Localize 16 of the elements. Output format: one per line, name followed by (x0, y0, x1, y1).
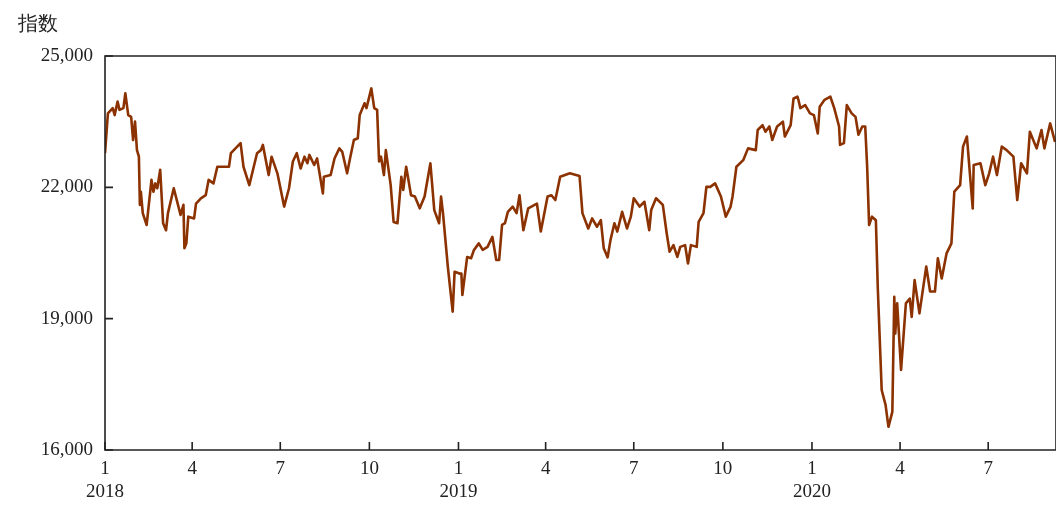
x-tick-label: 1 2020 (792, 457, 831, 502)
x-tick-label: 10 (359, 457, 379, 479)
y-tick-label: 16,000 (40, 437, 93, 459)
x-tick-label: 1 2019 (439, 457, 478, 502)
x-tick-label: 1 2018 (86, 457, 124, 502)
y-tick-label: 25,000 (40, 43, 93, 65)
x-tick-label: 4 (895, 457, 906, 479)
x-tick-label: 4 (187, 457, 198, 479)
x-tick-label: 7 (629, 457, 639, 479)
y-axis-title: 指数 (18, 11, 58, 36)
x-tick-label: 4 (540, 457, 551, 479)
x-tick-label: 7 (275, 457, 286, 479)
x-tick-label: 7 (983, 457, 993, 479)
x-tick-label: 10 (713, 457, 733, 479)
y-tick-label: 19,000 (40, 306, 93, 328)
y-tick-label: 22,000 (40, 175, 93, 197)
